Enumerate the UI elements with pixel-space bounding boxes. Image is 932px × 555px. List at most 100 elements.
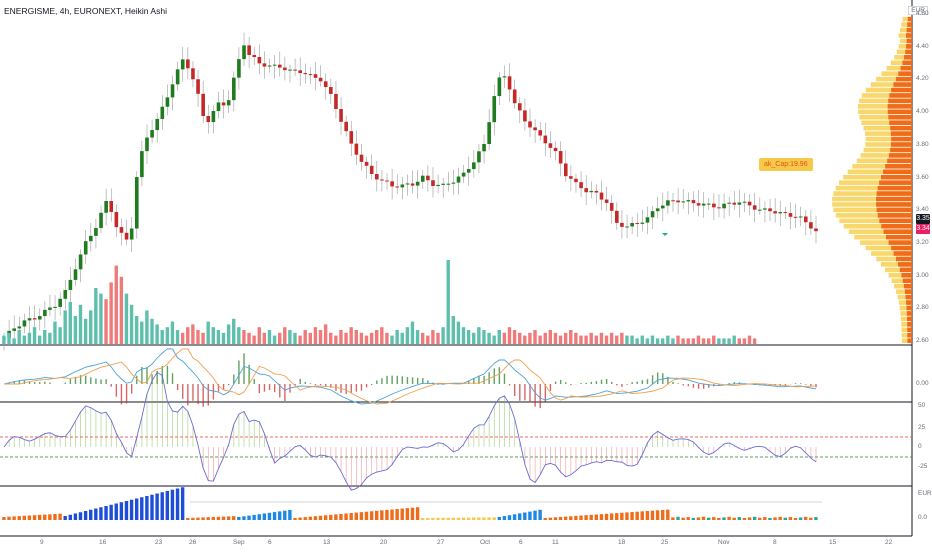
- volume-bar: [640, 335, 644, 344]
- volume-profile-bar: [854, 234, 912, 240]
- candle: [563, 163, 568, 177]
- volume-bar: [446, 260, 450, 344]
- volume-profile-bar: [900, 65, 912, 71]
- volume-profile-bar: [848, 229, 912, 234]
- candle: [78, 254, 83, 270]
- candle: [390, 181, 394, 187]
- volume-bar: [145, 310, 149, 344]
- volume-bar: [216, 330, 221, 344]
- bottom-histogram-bar: [666, 509, 670, 520]
- bottom-histogram-bar: [722, 517, 726, 520]
- candle: [410, 183, 415, 186]
- bottom-histogram-bar: [303, 517, 307, 520]
- volume-bar: [712, 335, 716, 344]
- volume-profile-bar: [907, 322, 912, 327]
- candle: [676, 200, 680, 203]
- bottom-histogram-bar: [298, 517, 302, 520]
- candle: [395, 186, 400, 188]
- bottom-histogram-bar: [37, 514, 42, 520]
- volume-profile-bar: [883, 229, 912, 234]
- volume-profile-bar: [887, 109, 912, 115]
- volume-bar: [655, 338, 660, 344]
- volume-bar: [37, 335, 42, 344]
- volume-bar: [68, 302, 72, 344]
- candle: [431, 180, 435, 186]
- volume-bar: [752, 338, 757, 344]
- bottom-histogram-bar: [186, 518, 190, 520]
- volume-bar: [124, 293, 129, 344]
- bottom-histogram-bar: [599, 514, 604, 520]
- candle: [313, 74, 318, 78]
- bottom-histogram-bar: [313, 516, 318, 520]
- volume-bar: [589, 332, 593, 344]
- candle: [73, 269, 78, 280]
- candle: [594, 190, 599, 193]
- candle: [339, 109, 343, 122]
- candle: [701, 203, 706, 206]
- price-tick-label: 3.40: [916, 206, 929, 214]
- volume-bar: [180, 332, 185, 344]
- bottom-histogram-bar: [334, 514, 338, 520]
- bottom-histogram-bar: [523, 512, 527, 520]
- volume-profile-bar: [907, 316, 912, 322]
- volume-bar: [456, 321, 461, 344]
- volume-bar: [323, 324, 328, 344]
- volume-bar: [140, 321, 144, 344]
- volume-bar: [477, 327, 481, 344]
- bottom-histogram-bar: [145, 496, 149, 520]
- candle: [160, 106, 165, 119]
- bottom-histogram-bar: [134, 498, 139, 520]
- volume-bar: [329, 332, 333, 344]
- volume-bar: [558, 335, 563, 344]
- candle: [216, 102, 221, 112]
- candle: [650, 211, 655, 218]
- candle: [380, 179, 384, 181]
- volume-bar: [574, 332, 578, 344]
- bottom-histogram-bar: [221, 516, 226, 520]
- volume-bar: [563, 332, 568, 344]
- candle: [43, 309, 47, 317]
- volume-profile-bar: [888, 114, 912, 120]
- bottom-histogram-bar: [165, 491, 170, 520]
- volume-profile-bar: [887, 104, 912, 109]
- candle: [589, 190, 594, 193]
- volume-profile-bar: [871, 251, 912, 256]
- candle: [206, 115, 211, 123]
- bottom-histogram-bar: [170, 489, 175, 520]
- bottom-histogram-bar: [671, 517, 675, 520]
- volume-profile-bar: [883, 169, 912, 175]
- volume-bar: [288, 330, 292, 344]
- candle: [226, 100, 231, 106]
- candle: [344, 121, 348, 132]
- candle: [364, 161, 369, 166]
- volume-bar: [303, 330, 307, 344]
- bottom-histogram-bar: [763, 517, 767, 520]
- volume-profile-bar: [843, 223, 912, 229]
- bottom-histogram-bar: [635, 511, 639, 520]
- volume-bar: [262, 332, 267, 344]
- candle: [94, 227, 98, 236]
- volume-bar: [472, 332, 476, 344]
- candle: [655, 208, 660, 212]
- volume-bar: [405, 327, 410, 344]
- bottom-histogram-bar: [487, 517, 491, 520]
- volume-profile-bar: [857, 104, 912, 109]
- candle: [461, 172, 466, 177]
- volume-profile-bar: [876, 256, 912, 262]
- volume-profile-bar: [861, 93, 912, 98]
- bottom-histogram-bar: [78, 512, 83, 520]
- bottom-histogram-bar: [380, 510, 384, 520]
- bottom-histogram-bar: [701, 516, 706, 520]
- bottom-histogram-bar: [308, 516, 313, 520]
- volume-bar: [354, 330, 358, 344]
- candle: [528, 121, 532, 128]
- candle: [405, 183, 410, 185]
- bottom-histogram-bar: [640, 511, 644, 520]
- candle: [37, 316, 42, 320]
- volume-profile-bar: [889, 120, 912, 125]
- volume-profile-bar: [843, 174, 912, 180]
- volume-bar: [451, 316, 456, 344]
- candle: [487, 122, 491, 144]
